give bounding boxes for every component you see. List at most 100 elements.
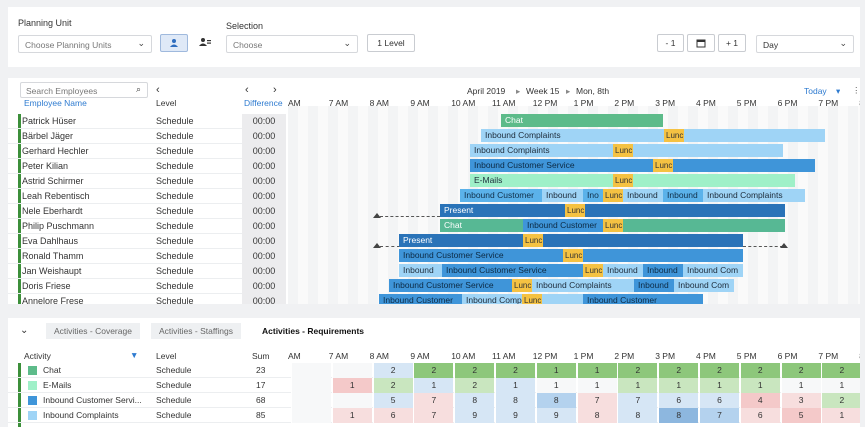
requirement-cell[interactable]: 8 xyxy=(576,408,617,423)
lunch-break-bar[interactable]: Lunc xyxy=(664,129,684,142)
requirement-cell[interactable]: 1 xyxy=(576,363,617,378)
requirement-cell[interactable]: 2 xyxy=(454,378,495,393)
requirement-cell[interactable]: 1 xyxy=(535,378,576,393)
requirement-cell[interactable]: 2 xyxy=(658,363,699,378)
table-row[interactable]: Philip Puschmann Schedule 00:00 xyxy=(8,219,286,234)
presence-bar[interactable]: Present xyxy=(399,234,523,247)
requirement-cell[interactable]: 1 xyxy=(821,408,860,423)
shift-activity-bar[interactable] xyxy=(684,129,825,142)
lunch-break-bar[interactable]: Lunc xyxy=(523,234,543,247)
shift-activity-bar[interactable]: Inbound Customer Service xyxy=(399,249,563,262)
table-row[interactable]: Peter Kilian Schedule 00:00 xyxy=(8,159,286,174)
requirement-cell[interactable]: 6 xyxy=(699,393,739,408)
shift-activity-bar[interactable]: Inbound Customer xyxy=(583,294,703,304)
calendar-button[interactable] xyxy=(687,34,715,52)
requirement-cell[interactable]: 2 xyxy=(821,363,860,378)
requirement-cell[interactable]: 2 xyxy=(739,363,780,378)
requirement-cell[interactable]: 1 xyxy=(495,378,535,393)
presence-bar[interactable]: Present xyxy=(440,204,565,217)
lunch-break-bar[interactable]: Lunc xyxy=(603,219,623,232)
shift-activity-bar[interactable]: Inbound xyxy=(542,189,583,202)
requirement-cell[interactable]: 8 xyxy=(617,408,658,423)
requirement-cell[interactable] xyxy=(331,393,372,408)
lunch-break-bar[interactable]: Lunc xyxy=(603,189,623,202)
shift-activity-bar[interactable]: Chat xyxy=(501,114,663,127)
shift-activity-bar[interactable]: Inbound xyxy=(623,189,663,202)
requirement-cell[interactable]: 2 xyxy=(617,363,658,378)
requirement-cell[interactable]: 8 xyxy=(535,393,576,408)
tab-activities-requirements[interactable]: Activities - Requirements xyxy=(254,323,373,339)
more-options-icon[interactable]: ⋮ xyxy=(852,85,860,95)
shift-activity-bar[interactable]: Inbound Customer xyxy=(379,294,462,304)
list-item[interactable]: Chat Schedule 23 2 2 2 2 1 1 2 2 2 2 2 2 xyxy=(8,363,860,378)
activity-column-header[interactable]: Activity xyxy=(24,351,51,361)
shift-activity-bar[interactable]: Inbound Com xyxy=(683,264,743,277)
requirement-cell[interactable]: 1 xyxy=(413,378,454,393)
requirement-cell[interactable]: 1 xyxy=(576,378,617,393)
requirement-cell[interactable] xyxy=(291,393,331,408)
lunch-break-bar[interactable]: Lunc xyxy=(512,279,532,292)
view-select[interactable]: Day ⌄ xyxy=(756,35,854,53)
shift-activity-bar[interactable]: Inbound Customer xyxy=(523,219,603,232)
table-row[interactable]: Eva Dahlhaus Schedule 00:00 xyxy=(8,234,286,249)
table-row[interactable]: Patrick Hüser Schedule 00:00 xyxy=(8,114,286,129)
employee-name-column-header[interactable]: Employee Name xyxy=(24,98,87,108)
lunch-break-bar[interactable]: Lunc xyxy=(653,159,673,172)
today-button[interactable]: Today xyxy=(804,86,827,96)
shift-activity-bar[interactable]: Inbound Complaints xyxy=(470,144,614,157)
collapse-left-icon[interactable]: ‹ xyxy=(156,84,160,96)
requirement-cell[interactable]: 2 xyxy=(413,363,454,378)
shift-activity-bar[interactable] xyxy=(542,294,583,304)
shift-activity-bar[interactable]: Inbound Com xyxy=(674,279,734,292)
shift-activity-bar[interactable]: Inbound Complaints xyxy=(703,189,805,202)
lunch-break-bar[interactable]: Lunc xyxy=(563,249,583,262)
selection-select[interactable]: Choose ⌄ xyxy=(226,35,358,53)
filter-icon[interactable]: ▼ xyxy=(130,350,139,360)
tab-activities-coverage[interactable]: Activities - Coverage xyxy=(46,323,140,339)
requirement-cell[interactable]: 7 xyxy=(413,393,454,408)
requirement-cell[interactable]: 4 xyxy=(739,393,780,408)
requirement-cell[interactable]: 2 xyxy=(821,393,860,408)
requirement-cell[interactable]: 1 xyxy=(739,378,780,393)
level-column-header[interactable]: Level xyxy=(156,351,177,361)
shift-activity-bar[interactable]: E-Mails xyxy=(470,174,613,187)
table-row[interactable]: Jan Weishaupt Schedule 00:00 xyxy=(8,264,286,279)
requirement-cell[interactable]: 8 xyxy=(495,393,535,408)
requirement-cell[interactable]: 2 xyxy=(699,363,739,378)
requirement-cell[interactable]: 2 xyxy=(780,363,821,378)
lunch-break-bar[interactable]: Lunc xyxy=(583,264,603,277)
shift-activity-bar[interactable]: Inbound Customer Service xyxy=(470,159,654,172)
shift-activity-bar[interactable]: Inbound Customer Service xyxy=(389,279,512,292)
planning-unit-select[interactable]: Choose Planning Units ⌄ xyxy=(18,35,152,53)
requirement-cell[interactable]: 1 xyxy=(331,378,372,393)
requirement-cell[interactable]: 8 xyxy=(454,393,495,408)
requirement-cell[interactable] xyxy=(291,378,331,393)
requirement-cell[interactable] xyxy=(291,408,331,423)
requirement-cell[interactable]: 3 xyxy=(780,393,821,408)
single-user-toggle[interactable] xyxy=(160,34,188,52)
lunch-break-bar[interactable]: Lunc xyxy=(565,204,585,217)
requirement-cell[interactable]: 6 xyxy=(658,393,699,408)
tab-activities-staffings[interactable]: Activities - Staffings xyxy=(151,323,242,339)
requirement-cell[interactable]: 1 xyxy=(331,408,372,423)
requirement-cell[interactable]: 7 xyxy=(413,408,454,423)
list-item[interactable]: Inbound Complaints Schedule 85 1 6 7 9 9 9 8 8 8 7 6 5… xyxy=(8,408,860,423)
table-row[interactable]: Annelore Frese Schedule 00:00 xyxy=(8,294,286,304)
user-group-toggle[interactable] xyxy=(191,34,219,52)
collapse-panel-icon[interactable]: ⌄ xyxy=(20,325,29,336)
shift-activity-bar[interactable] xyxy=(633,144,783,157)
shift-activity-bar[interactable]: Chat xyxy=(440,219,523,232)
requirement-cell[interactable]: 1 xyxy=(617,378,658,393)
requirement-cell[interactable]: 2 xyxy=(454,363,495,378)
requirement-cell[interactable]: 7 xyxy=(617,393,658,408)
shift-activity-bar[interactable] xyxy=(673,159,815,172)
table-row[interactable]: Leah Rebentisch Schedule 00:00 xyxy=(8,189,286,204)
prev-day-button[interactable]: - 1 xyxy=(657,34,684,52)
shift-activity-bar[interactable] xyxy=(633,174,795,187)
table-row[interactable]: Ronald Thamm Schedule 00:00 xyxy=(8,249,286,264)
requirement-cell[interactable]: 7 xyxy=(699,408,739,423)
requirement-cell[interactable]: 2 xyxy=(372,363,413,378)
today-dropdown-icon[interactable]: ▾ xyxy=(836,86,841,96)
presence-bar[interactable] xyxy=(585,204,785,217)
lunch-break-bar[interactable]: Lunc xyxy=(613,144,633,157)
